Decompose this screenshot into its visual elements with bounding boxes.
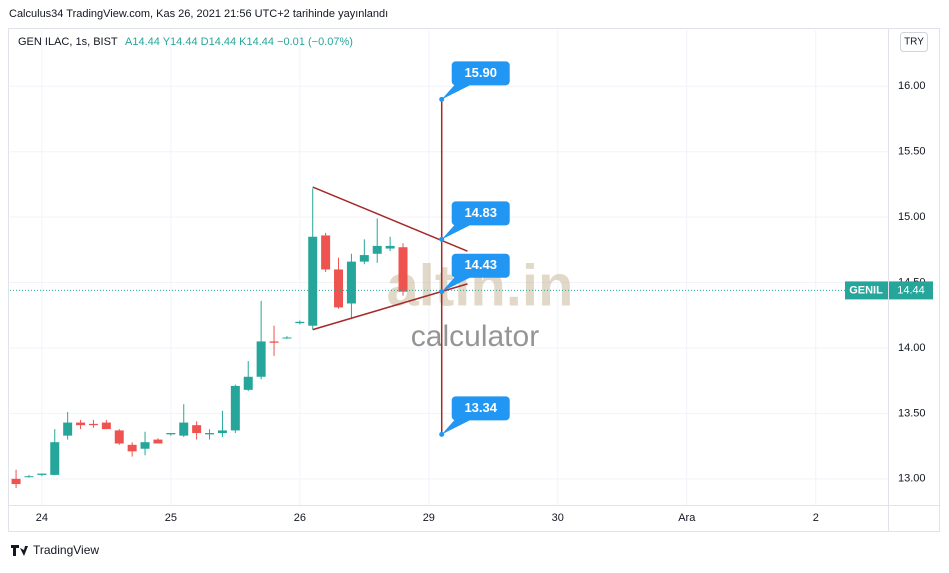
callout-label: 15.90	[464, 65, 497, 80]
footer-brand: TradingView	[33, 543, 99, 557]
y-tick-label: 14.00	[898, 342, 926, 354]
candle-body	[308, 236, 318, 326]
candle-body	[11, 478, 21, 485]
callout-label: 14.43	[464, 257, 497, 272]
candle-body	[230, 385, 240, 431]
callout-box	[451, 61, 510, 86]
candle-body	[179, 422, 189, 436]
x-tick-label: 2	[813, 512, 819, 524]
y-tick-label: 15.00	[898, 211, 926, 223]
callout-label: 13.34	[464, 400, 497, 415]
y-tick-label: 13.50	[898, 407, 926, 419]
candle-body	[217, 430, 227, 434]
candle-body	[140, 442, 150, 449]
candle-body	[256, 341, 266, 377]
candle-body	[37, 473, 47, 475]
callout-tail	[441, 273, 470, 292]
candle-body	[101, 422, 111, 430]
candle-body	[127, 444, 137, 452]
x-tick-label: 30	[552, 512, 564, 524]
candle-body	[359, 255, 369, 262]
candle-body	[398, 247, 408, 292]
last-price-label: 14.44	[897, 284, 925, 296]
candle-body	[192, 425, 202, 434]
y-tick-label: 16.00	[898, 80, 926, 92]
callout-point	[439, 431, 445, 437]
callout-tail	[441, 221, 470, 240]
currency-box[interactable]	[900, 32, 928, 52]
candle-body	[334, 269, 344, 308]
callout-box	[451, 201, 510, 226]
candle-body	[269, 341, 279, 343]
legend-values: A14.44 Y14.44 D14.44 K14.44 −0.01 (−0.07…	[125, 36, 353, 48]
callout-point	[439, 289, 445, 295]
candle-body	[385, 245, 395, 249]
callout-tail	[441, 416, 470, 435]
symbol-tag: GENIL	[849, 284, 883, 296]
callout-box	[451, 253, 510, 278]
candle-body	[76, 422, 86, 426]
callout-label: 14.83	[464, 205, 497, 220]
callout-point	[439, 236, 445, 242]
candle-body	[372, 245, 382, 254]
candle-body	[24, 476, 34, 478]
candle-body	[166, 433, 176, 435]
last-price-box	[889, 281, 933, 300]
symbol-tag-box	[845, 281, 888, 300]
candle-body	[205, 433, 215, 435]
y-tick-label: 13.00	[898, 473, 926, 485]
x-tick-label: 29	[423, 512, 435, 524]
publish-title: Calculus34 TradingView.com, Kas 26, 2021…	[9, 8, 388, 20]
watermark-tagline: calculator	[411, 320, 539, 353]
x-tick-label: 24	[36, 512, 48, 524]
callout-box	[451, 396, 510, 421]
x-tick-label: 26	[294, 512, 306, 524]
footer-logo	[11, 545, 28, 556]
candle-body	[88, 423, 98, 426]
legend-symbol: GEN ILAC, 1s, BIST	[18, 36, 118, 48]
chart-frame	[8, 28, 940, 532]
x-tick-label: 25	[165, 512, 177, 524]
candle-body	[50, 442, 60, 475]
x-tick-label: Ara	[678, 512, 696, 524]
candle-body	[243, 376, 253, 390]
candle-body	[114, 430, 124, 444]
callout-point	[439, 96, 445, 102]
y-tick-label: 15.50	[898, 146, 926, 158]
callout-tail	[441, 81, 470, 100]
candle-body	[63, 422, 73, 436]
candle-body	[282, 337, 292, 339]
candle-body	[153, 439, 163, 444]
currency[interactable]: TRY	[904, 37, 924, 48]
candle-body	[295, 321, 305, 324]
candle-body	[321, 235, 331, 270]
candle-body	[346, 261, 356, 304]
